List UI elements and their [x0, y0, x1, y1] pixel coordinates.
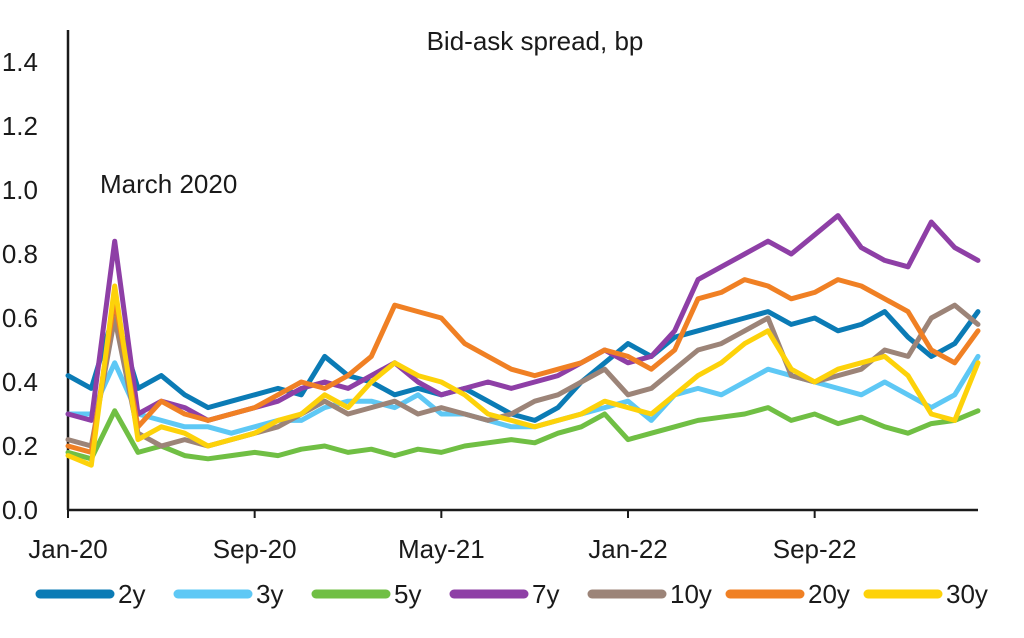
x-tick-label: May-21 [398, 534, 485, 564]
legend-label-7y: 7y [532, 579, 559, 609]
legend-label-30y: 30y [946, 579, 988, 609]
legend: 2y 3y 5y 7y 10y 20y 30y [35, 579, 988, 609]
y-tick-label: 0.6 [2, 303, 38, 333]
y-tick-label: 0.4 [2, 367, 38, 397]
x-tick-label: Jan-20 [28, 534, 108, 564]
y-tick-label: 0.0 [2, 495, 38, 525]
series-line-20y [65, 277, 981, 455]
march-2020-annotation: March 2020 [100, 169, 237, 199]
x-tick-label: Sep-20 [213, 534, 297, 564]
y-tick-label: 0.2 [2, 431, 38, 461]
legend-label-3y: 3y [256, 579, 283, 609]
legend-label-2y: 2y [118, 579, 145, 609]
y-tick-label: 1.0 [2, 175, 38, 205]
y-tick-label: 1.2 [2, 111, 38, 141]
y-axis: 0.0 0.2 0.4 0.6 0.8 1.0 1.2 1.4 [2, 30, 70, 525]
chart-title: Bid-ask spread, bp [427, 26, 644, 56]
y-tick-label: 0.8 [2, 239, 38, 269]
series-line-2y [65, 309, 981, 423]
series-line-30y [65, 283, 981, 468]
y-tick-label: 1.4 [2, 47, 38, 77]
x-tick-label: Sep-22 [773, 534, 857, 564]
series-line-5y [65, 405, 981, 462]
legend-label-5y: 5y [394, 579, 421, 609]
series-line-3y [65, 353, 981, 436]
legend-label-10y: 10y [670, 579, 712, 609]
series-lines [65, 213, 981, 468]
x-tick-label: Jan-22 [588, 534, 668, 564]
legend-label-20y: 20y [808, 579, 850, 609]
x-axis: Jan-20 Sep-20 May-21 Jan-22 Sep-22 [28, 508, 978, 564]
